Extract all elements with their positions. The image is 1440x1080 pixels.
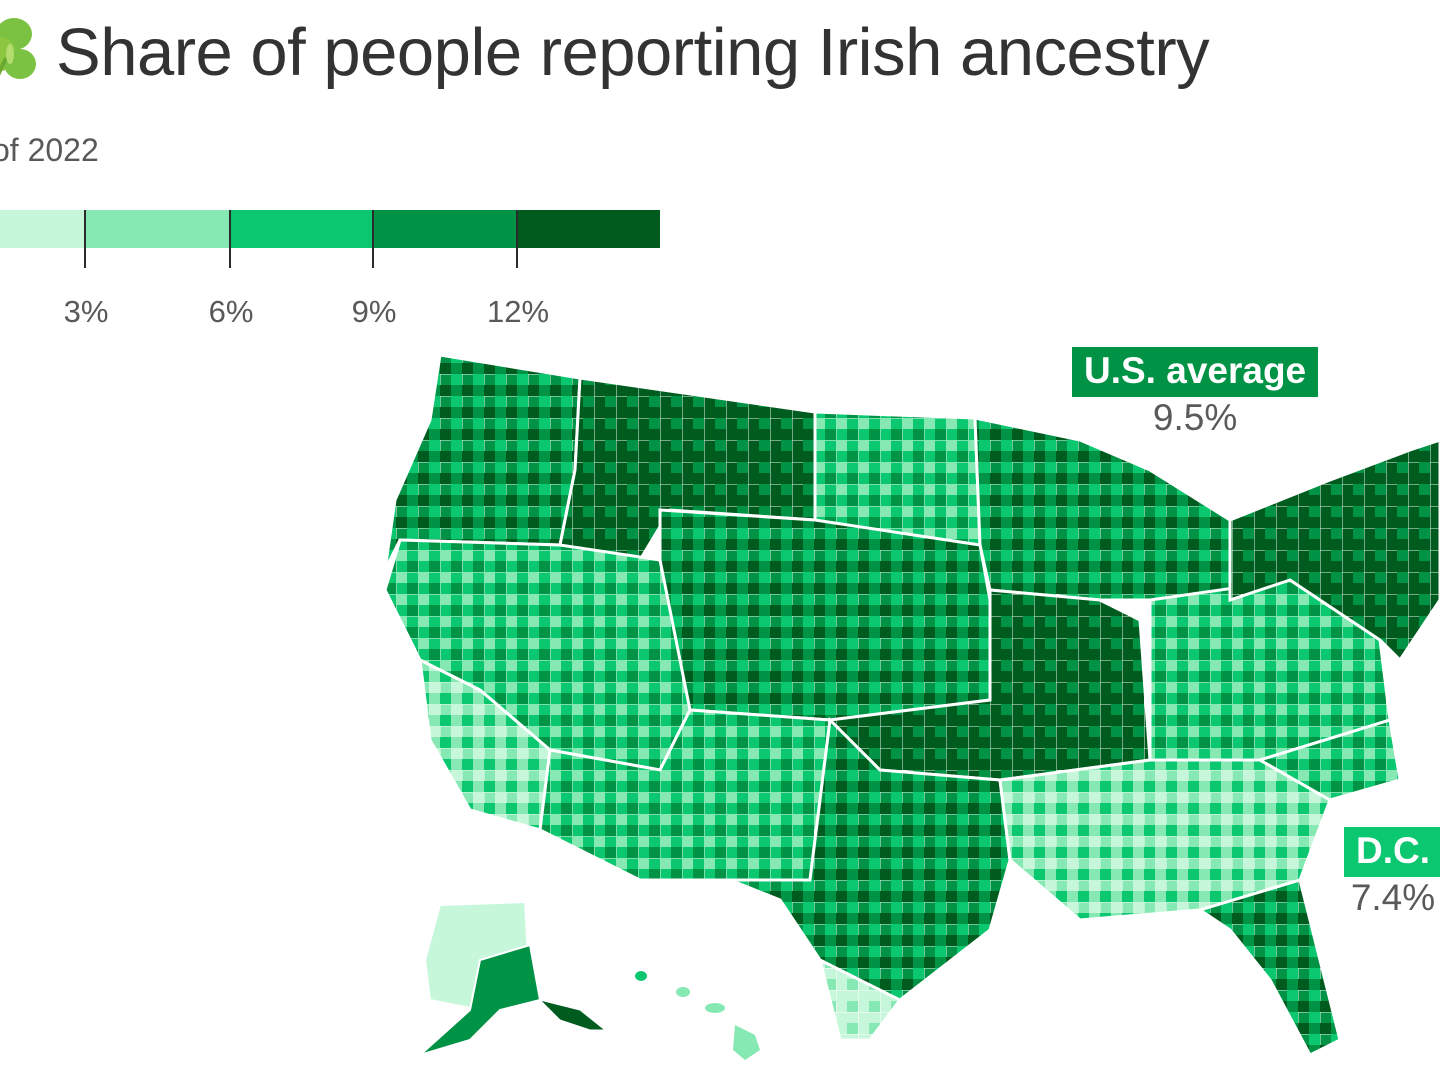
region-hawaii-oahu bbox=[676, 987, 690, 997]
region-florida bbox=[1196, 878, 1342, 1057]
region-alaska-south bbox=[419, 943, 542, 1056]
legend-label: 3% bbox=[63, 294, 109, 329]
region-hawaii-maui bbox=[705, 1003, 725, 1013]
legend-tick bbox=[372, 210, 374, 268]
legend-tick bbox=[229, 210, 231, 268]
region-upper-midwest bbox=[973, 416, 1232, 602]
header: Share of people reporting Irish ancestry bbox=[0, 8, 1210, 98]
color-legend: 3% 6% 9% 12% bbox=[0, 210, 660, 329]
legend-bin-5 bbox=[517, 210, 660, 248]
region-central-plains bbox=[658, 508, 992, 722]
region-carolinas bbox=[1256, 718, 1402, 802]
legend-tick bbox=[84, 210, 86, 268]
us-average-label: U.S. average bbox=[1072, 347, 1319, 397]
legend-bin-1 bbox=[0, 210, 85, 248]
legend-bin-2 bbox=[85, 210, 230, 248]
dc-value: 7.4% bbox=[1350, 877, 1436, 918]
us-average-value: 9.5% bbox=[1152, 397, 1238, 438]
legend-bin-4 bbox=[373, 210, 517, 248]
region-alaska-panhandle bbox=[538, 999, 607, 1031]
dc-label: D.C. bbox=[1344, 827, 1440, 877]
legend-label: 6% bbox=[208, 294, 254, 329]
region-pacific-northwest bbox=[383, 353, 582, 571]
chart-subtitle: of 2022 bbox=[0, 132, 99, 168]
legend-bin-3 bbox=[230, 210, 373, 248]
us-average-callout: U.S. average 9.5% bbox=[1072, 347, 1319, 439]
legend-label: 9% bbox=[351, 294, 397, 329]
region-hawaii-big-island bbox=[733, 1025, 760, 1060]
chart-title: Share of people reporting Irish ancestry bbox=[56, 15, 1210, 90]
region-hawaii-kauai bbox=[635, 971, 647, 981]
region-northeast bbox=[1228, 438, 1440, 663]
legend-label: 12% bbox=[486, 294, 550, 329]
region-south-texas bbox=[817, 957, 903, 1042]
legend-tick bbox=[516, 210, 518, 268]
shamrock-icon bbox=[0, 8, 36, 98]
dc-callout: D.C. 7.4% bbox=[1344, 827, 1440, 919]
